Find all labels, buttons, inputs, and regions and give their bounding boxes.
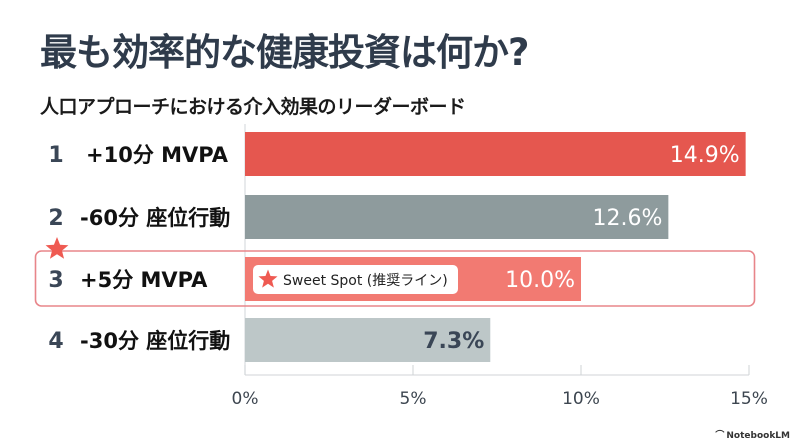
notebooklm-logo-icon: ⌒ (715, 431, 725, 441)
x-tick-label: 10% (562, 389, 600, 409)
category-label: -60分 座位行動 (80, 206, 230, 230)
badge-star-icon (258, 269, 278, 288)
bar (245, 132, 746, 176)
value-label: 14.9% (670, 143, 740, 168)
rank-number: 1 (48, 143, 63, 168)
x-tick-label: 5% (400, 389, 427, 409)
category-label: +10分 MVPA (86, 143, 229, 167)
rank-number: 3 (48, 268, 63, 293)
bar (245, 195, 669, 239)
category-label: +5分 MVPA (80, 268, 208, 292)
category-label: -30分 座位行動 (80, 329, 230, 353)
value-label: 7.3% (423, 329, 484, 354)
notebooklm-brand: ⌒ NotebookLM (715, 428, 790, 441)
bar (245, 318, 491, 362)
x-tick-label: 0% (232, 389, 259, 409)
sweet-spot-badge-label: Sweet Spot (推奨ライン) (283, 273, 448, 289)
sweet-spot-badge (253, 265, 458, 294)
page-subtitle: 人口アプローチにおける介入効果のリーダーボード (40, 96, 466, 118)
rank-number: 2 (48, 206, 63, 231)
value-label: 12.6% (592, 206, 662, 231)
sweet-spot-highlight-box (34, 250, 756, 307)
x-tick-label: 15% (730, 389, 768, 409)
brand-label: NotebookLM (726, 431, 790, 441)
rank-number: 4 (48, 329, 63, 354)
sweet-spot-star-icon (45, 237, 69, 259)
value-label: 10.0% (505, 268, 575, 293)
page-title: 最も効率的な健康投資は何か? (40, 31, 529, 74)
